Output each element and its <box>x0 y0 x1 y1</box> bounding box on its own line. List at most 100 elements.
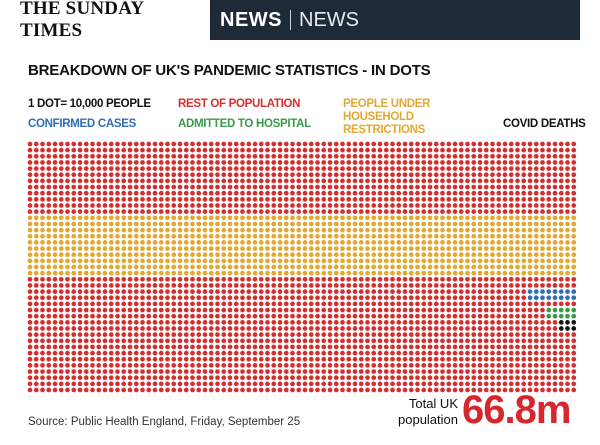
dot-rest <box>446 344 452 350</box>
dot-rest <box>452 160 458 165</box>
dot-rest <box>533 160 539 165</box>
dot-rest <box>127 184 133 190</box>
dot-restrictions <box>565 258 570 264</box>
dot-rest <box>152 301 158 307</box>
masthead-logo[interactable]: THE SUNDAY TIMES <box>20 0 144 41</box>
dot-rest <box>515 320 520 325</box>
dot-restrictions <box>377 240 383 245</box>
dot-rest <box>90 209 95 214</box>
dot-rest <box>140 295 145 301</box>
dot-rest <box>146 209 152 214</box>
dot-restrictions <box>508 233 514 239</box>
dot-rest <box>421 147 427 153</box>
dot-restrictions <box>133 246 139 251</box>
dot-restrictions <box>296 246 302 251</box>
dot-rest <box>227 184 233 190</box>
dot-restrictions <box>527 246 533 251</box>
dot-rest <box>171 307 177 313</box>
dot-rest <box>302 295 308 301</box>
dot-rest <box>508 350 514 356</box>
dot-rest <box>108 190 114 196</box>
dot-rest <box>533 344 539 350</box>
nav-section-link[interactable]: NEWS <box>220 8 282 31</box>
dot-rest <box>208 313 214 319</box>
dot-rest <box>177 209 183 214</box>
dot-rest <box>533 283 539 288</box>
dot-restrictions <box>277 246 283 251</box>
dot-restrictions <box>271 233 277 239</box>
dot-rest <box>165 375 170 381</box>
dot-rest <box>377 338 383 344</box>
dot-restrictions <box>471 246 477 251</box>
dot-rest <box>77 289 83 294</box>
dot-rest <box>402 147 408 153</box>
dot-rest <box>83 178 89 184</box>
dot-rest <box>452 209 458 214</box>
dot-rest <box>146 338 152 344</box>
dot-restrictions <box>483 264 489 270</box>
dot-rest <box>77 375 83 381</box>
dot-rest <box>427 350 433 356</box>
dot-rest <box>527 276 533 282</box>
dot-rest <box>71 166 77 171</box>
dot-rest <box>277 166 283 171</box>
dot-rest <box>27 209 33 214</box>
dot-rest <box>396 160 402 165</box>
dot-rest <box>458 301 464 307</box>
dot-restrictions <box>421 215 427 221</box>
dot-rest <box>171 295 177 301</box>
dot-rest <box>152 307 158 313</box>
dot-rest <box>508 166 514 171</box>
nav-subsection-link[interactable]: NEWS <box>299 8 359 31</box>
dot-rest <box>346 356 352 362</box>
dot-rest <box>458 313 464 319</box>
dot-restrictions <box>340 252 345 258</box>
dot-restrictions <box>102 264 108 270</box>
dot-rest <box>415 338 420 344</box>
dot-rest <box>40 141 45 147</box>
dot-rest <box>340 363 345 368</box>
dot-restrictions <box>508 221 514 227</box>
dot-rest <box>552 153 558 159</box>
dot-rest <box>340 190 345 196</box>
dot-rest <box>308 381 314 387</box>
dot-restrictions <box>102 258 108 264</box>
dot-restrictions <box>502 270 508 276</box>
dot-rest <box>202 172 208 178</box>
dot-restrictions <box>221 215 227 221</box>
dot-rest <box>371 283 377 288</box>
dot-rest <box>283 369 289 374</box>
dot-rest <box>533 350 539 356</box>
dot-rest <box>296 197 302 202</box>
dot-rest <box>458 320 464 325</box>
dot-rest <box>265 153 270 159</box>
dot-rest <box>483 307 489 313</box>
dot-rest <box>258 178 264 184</box>
dot-cases <box>540 295 545 301</box>
dot-restrictions <box>271 215 277 221</box>
dot-rest <box>171 363 177 368</box>
dot-restrictions <box>233 215 239 221</box>
dot-rest <box>215 289 220 294</box>
dot-rest <box>52 344 58 350</box>
dot-rest <box>477 178 483 184</box>
dot-rest <box>296 289 302 294</box>
dot-rest <box>183 289 189 294</box>
dot-rest <box>546 166 552 171</box>
dot-restrictions <box>558 215 564 221</box>
dot-rest <box>321 363 327 368</box>
dot-rest <box>358 375 364 381</box>
dot-rest <box>258 375 264 381</box>
dot-rest <box>308 344 314 350</box>
dot-rest <box>508 147 514 153</box>
dot-rest <box>458 356 464 362</box>
dot-restrictions <box>546 258 552 264</box>
dot-cases <box>533 295 539 301</box>
dot-rest <box>258 369 264 374</box>
dot-rest <box>396 209 402 214</box>
dot-restrictions <box>183 227 189 233</box>
dot-rest <box>490 289 495 294</box>
dot-rest <box>527 166 533 171</box>
dot-rest <box>433 141 439 147</box>
dot-rest <box>371 387 377 393</box>
